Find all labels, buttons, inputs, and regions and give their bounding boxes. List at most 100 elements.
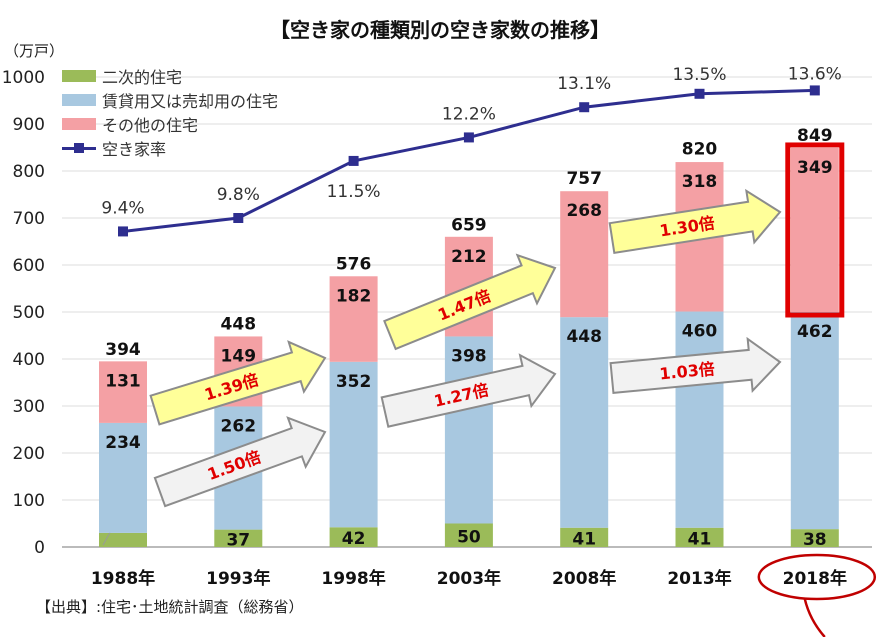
y-tick-label: 200	[13, 444, 45, 464]
rate-label: 12.2%	[442, 104, 496, 124]
bar-segment	[99, 422, 147, 533]
data-label: 448	[566, 327, 602, 347]
data-label: 42	[342, 529, 366, 549]
ratio-arrow: 1.47倍	[383, 253, 557, 351]
source-note: 【出典】:住宅･土地統計調査（総務省）	[36, 598, 304, 616]
y-tick-label: 300	[13, 397, 45, 417]
legend-label: 賃貸用又は売却用の住宅	[102, 92, 279, 111]
chart-title: 【空き家の種類別の空き家数の推移】	[270, 18, 610, 42]
ratio-arrow: 1.27倍	[380, 353, 557, 428]
y-tick-label: 800	[13, 162, 45, 182]
data-label: 50	[457, 527, 481, 547]
ratio-arrow: 1.30倍	[608, 188, 782, 254]
rate-marker	[233, 213, 244, 223]
bar-segment	[790, 529, 839, 547]
data-label: 349	[797, 158, 833, 178]
bar-segment	[444, 336, 493, 524]
legend-line-marker	[62, 142, 96, 154]
rate-marker	[463, 132, 474, 143]
arrow-shape	[383, 253, 557, 351]
legend-swatch	[62, 70, 96, 82]
bar-segment	[560, 527, 609, 547]
data-label: 37	[226, 530, 250, 550]
rate-marker	[809, 85, 820, 96]
y-tick-label: 500	[13, 303, 45, 323]
bar-segment	[329, 276, 378, 362]
bar-segment	[560, 191, 609, 318]
total-label: 659	[451, 215, 487, 235]
bar-segment	[329, 361, 378, 528]
total-label: 394	[105, 340, 141, 360]
bar-segment	[790, 312, 839, 530]
rate-marker	[348, 155, 359, 166]
data-label: 398	[451, 346, 487, 366]
legend-label: その他の住宅	[102, 116, 199, 135]
total-label: 576	[336, 254, 372, 274]
arrow-shape	[608, 188, 782, 254]
x-tick-label: 2003年	[437, 568, 501, 589]
bar-segment	[329, 527, 378, 547]
data-label: 462	[797, 322, 833, 342]
legend-item-rental-sale: 賃貸用又は売却用の住宅	[62, 88, 278, 112]
data-label: 131	[105, 371, 141, 391]
rate-label: 9.4%	[101, 198, 144, 218]
bar-segment	[790, 147, 839, 312]
x-tick-label: 1988年	[91, 568, 155, 589]
x-tick-label: 2018年	[783, 568, 847, 589]
legend-swatch	[62, 118, 96, 130]
data-label: 352	[336, 372, 372, 392]
arrow-shape	[609, 336, 782, 395]
y-tick-label: 1000	[2, 68, 45, 88]
rate-marker	[694, 88, 705, 99]
total-label: 757	[566, 169, 602, 189]
rate-label: 9.8%	[217, 185, 260, 205]
legend-item-other: その他の住宅	[62, 112, 278, 136]
data-label: 38	[803, 530, 827, 550]
rate-label: 13.5%	[672, 65, 726, 85]
legend-swatch	[62, 94, 96, 106]
x-tick-label: 1993年	[206, 568, 270, 589]
data-label: 262	[221, 416, 257, 436]
y-tick-label: 0	[34, 538, 45, 558]
rate-label: 11.5%	[327, 182, 381, 202]
data-label: 41	[688, 529, 712, 549]
arrow-shape	[149, 340, 327, 426]
y-tick-label: 100	[13, 491, 45, 511]
ratio-arrow: 1.50倍	[153, 416, 327, 508]
bar-segment	[444, 523, 493, 547]
bar-segment	[675, 527, 724, 547]
legend-item-vacancy-rate: 空き家率	[62, 136, 278, 160]
bar-segment	[675, 311, 724, 528]
y-tick-label: 900	[13, 115, 45, 135]
legend: 二次的住宅 賃貸用又は売却用の住宅 その他の住宅 空き家率	[62, 64, 278, 160]
rate-marker	[118, 226, 128, 237]
rate-label: 13.6%	[788, 64, 842, 84]
data-label: 149	[221, 346, 257, 366]
data-label: 212	[451, 247, 487, 267]
legend-item-secondary: 二次的住宅	[62, 64, 278, 88]
data-label: 268	[566, 201, 602, 221]
legend-label: 二次的住宅	[102, 68, 183, 87]
y-tick-label: 600	[13, 256, 45, 276]
y-tick-label: 700	[13, 209, 45, 229]
x-tick-label: 2013年	[667, 568, 731, 589]
x-tick-label: 2008年	[552, 568, 616, 589]
total-label: 448	[221, 314, 257, 334]
bar-segment	[99, 532, 147, 547]
arrow-shape	[153, 416, 327, 508]
ratio-arrow: 1.03倍	[609, 336, 782, 395]
rate-label: 13.1%	[557, 74, 611, 94]
legend-label: 空き家率	[102, 140, 167, 159]
data-label: 41	[572, 529, 596, 549]
bar-segment	[214, 529, 263, 547]
data-label: 234	[105, 433, 141, 453]
total-label: 849	[797, 126, 833, 146]
bar-segment	[560, 317, 609, 528]
rate-marker	[579, 102, 590, 113]
highlight-pointer	[803, 598, 826, 637]
y-axis-unit: （万戸）	[4, 42, 65, 60]
highlight-box	[785, 142, 845, 318]
arrow-shape	[380, 353, 557, 428]
